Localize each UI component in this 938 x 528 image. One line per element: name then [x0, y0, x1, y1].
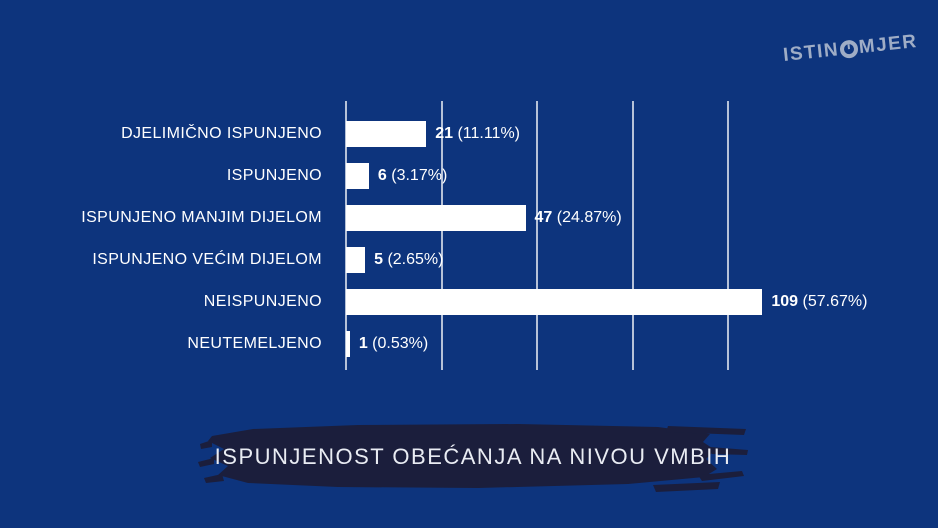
bar-row: ISPUNJENO MANJIM DIJELOM 47 (24.87%)	[0, 197, 938, 239]
bar	[346, 163, 369, 189]
bar-row: NEUTEMELJENO 1 (0.53%)	[0, 323, 938, 365]
value-label: 6 (3.17%)	[378, 155, 447, 197]
bar	[346, 289, 763, 315]
bar-row: ISPUNJENO VEĆIM DIJELOM 5 (2.65%)	[0, 239, 938, 281]
gridline	[440, 101, 443, 370]
category-label: ISPUNJENO MANJIM DIJELOM	[81, 209, 322, 226]
bar-row: NEISPUNJENO 109 (57.67%)	[0, 281, 938, 323]
value-number: 1	[358, 335, 368, 352]
gridline	[536, 101, 538, 370]
value-number: 5	[374, 251, 383, 268]
category-label: NEISPUNJENO	[203, 293, 322, 310]
category-label: ISPUNJENO VEĆIM DIJELOM	[92, 251, 322, 268]
gridline	[631, 101, 634, 370]
value-percent: (0.53%)	[367, 335, 429, 352]
value-percent: (3.17%)	[386, 167, 448, 184]
value-label: 21 (11.11%)	[435, 113, 520, 155]
gridline	[345, 101, 347, 370]
chart-title: ISPUNJENOST OBEĆANJA NA NIVOU VMBIH	[214, 443, 732, 469]
category-label: ISPUNJENO	[226, 167, 322, 184]
value-label: 1 (0.53%)	[359, 323, 428, 365]
bar	[346, 121, 427, 147]
value-label: 47 (24.87%)	[535, 197, 622, 239]
bar	[346, 205, 526, 231]
bar-chart: DJELIMIČNO ISPUNJENO 21 (11.11%) ISPUNJENO…	[0, 101, 938, 370]
value-number: 6	[377, 167, 387, 184]
value-number: 47	[534, 209, 553, 226]
bar-row: ISPUNJENO 6 (3.17%)	[0, 155, 938, 197]
value-number: 109	[771, 293, 799, 310]
gridline	[727, 101, 729, 370]
category-label: DJELIMIČNO ISPUNJENO	[121, 125, 322, 142]
value-percent: (2.65%)	[383, 251, 444, 268]
value-percent: (57.67%)	[798, 293, 868, 310]
bar-row: DJELIMIČNO ISPUNJENO 21 (11.11%)	[0, 113, 938, 155]
value-label: 5 (2.65%)	[374, 239, 443, 281]
bar	[346, 247, 366, 273]
chart-title-banner: ISPUNJENOST OBEĆANJA NA NIVOU VMBIH	[198, 414, 748, 499]
bar	[346, 331, 350, 357]
category-label: NEUTEMELJENO	[187, 335, 322, 352]
value-label: 109 (57.67%)	[771, 281, 867, 323]
value-number: 21	[435, 125, 454, 142]
value-percent: (11.11%)	[453, 125, 521, 142]
value-percent: (24.87%)	[552, 209, 622, 226]
brush-stroke	[198, 424, 748, 492]
